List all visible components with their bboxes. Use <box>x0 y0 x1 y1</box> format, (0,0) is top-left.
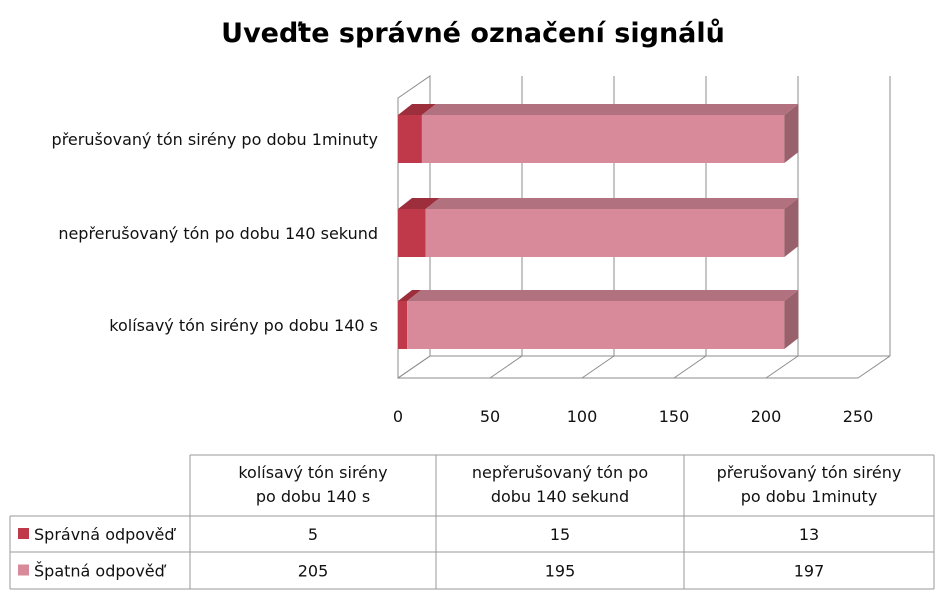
x-tick-label: 250 <box>843 407 874 426</box>
category-label: nepřerušovaný tón po dobu 140 sekund <box>58 224 378 243</box>
legend-swatch <box>18 564 29 576</box>
bar-segment <box>398 104 436 163</box>
table-cell: 205 <box>298 562 329 581</box>
x-tick-label: 0 <box>393 407 403 426</box>
category-label: přerušovaný tón sirény po dobu 1minuty <box>52 130 378 149</box>
table-header: kolísavý tón sirény po dobu 140 s <box>238 463 387 506</box>
category-label: kolísavý tón sirény po dobu 140 s <box>109 316 378 335</box>
table-header: nepřerušovaný tón po dobu 140 sekund <box>472 463 648 506</box>
bar-segment <box>425 198 799 257</box>
x-tick-label: 50 <box>480 407 500 426</box>
bar-segment <box>398 198 440 257</box>
table-cell: 5 <box>308 525 318 544</box>
x-tick-label: 150 <box>659 407 690 426</box>
x-tick-label: 100 <box>567 407 598 426</box>
series-name: Správná odpověď <box>34 525 176 544</box>
table-cell: 15 <box>550 525 570 544</box>
bar-segment <box>421 104 799 163</box>
table-header: přerušovaný tón sirény po dobu 1minuty <box>717 463 902 506</box>
table-cell: 13 <box>799 525 819 544</box>
gridline <box>857 76 891 379</box>
chart-title: Uveďte správné označení signálů <box>221 18 725 49</box>
bar-segment <box>398 290 422 349</box>
table-row: Špatná odpověď 205 195 197 <box>18 562 824 581</box>
table-cell: 195 <box>545 562 576 581</box>
series-name: Špatná odpověď <box>34 562 167 581</box>
bar-segment <box>407 290 799 349</box>
x-tick-label: 200 <box>751 407 782 426</box>
table-cell: 197 <box>794 562 825 581</box>
legend-swatch <box>18 528 29 539</box>
table-row: Správná odpověď 5 15 13 <box>18 525 819 544</box>
